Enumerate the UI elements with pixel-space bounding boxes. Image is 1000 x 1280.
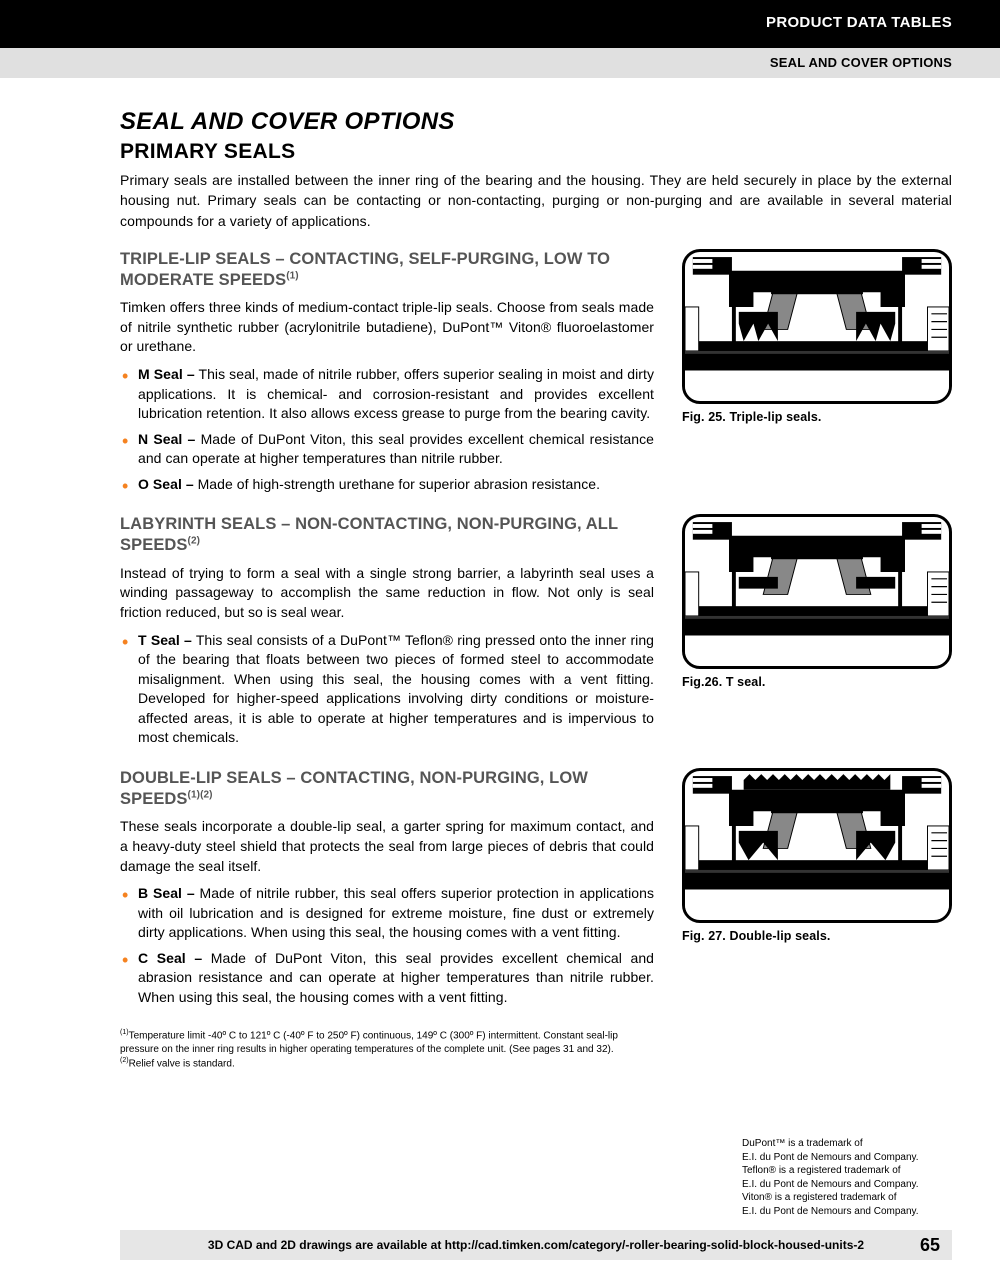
seal-diagram: [682, 768, 952, 923]
section-text-col: DOUBLE-LIP SEALS – CONTACTING, NON-PURGI…: [120, 768, 654, 1014]
header-grey-band: SEAL AND COVER OPTIONS: [0, 48, 1000, 78]
footnote-line: (2)Relief valve is standard.: [120, 1056, 640, 1071]
trademark-line: E.I. du Pont de Nemours and Company.: [742, 1178, 952, 1192]
section-figure-col: Fig.26. T seal.: [682, 514, 952, 754]
figure-caption: Fig. 25. Triple-lip seals.: [682, 410, 952, 424]
trademark-line: E.I. du Pont de Nemours and Company.: [742, 1151, 952, 1165]
figure-caption: Fig.26. T seal.: [682, 675, 952, 689]
trademark-line: Viton® is a registered trademark of: [742, 1191, 952, 1205]
page-content: SEAL AND COVER OPTIONS PRIMARY SEALS Pri…: [120, 108, 952, 1260]
seal-list-item: B Seal – Made of nitrile rubber, this se…: [138, 884, 654, 943]
figure-caption: Fig. 27. Double-lip seals.: [682, 929, 952, 943]
section-figure-col: Fig. 27. Double-lip seals.: [682, 768, 952, 1014]
subtitle: PRIMARY SEALS: [120, 140, 952, 164]
seal-list-item: N Seal – Made of DuPont Viton, this seal…: [138, 430, 654, 469]
footer-bar: 3D CAD and 2D drawings are available at …: [120, 1230, 952, 1260]
footnotes: (1)Temperature limit -40º C to 121º C (-…: [120, 1028, 640, 1071]
seal-list: B Seal – Made of nitrile rubber, this se…: [120, 884, 654, 1008]
footnote-line: (1)Temperature limit -40º C to 121º C (-…: [120, 1028, 640, 1056]
header-band1-text: PRODUCT DATA TABLES: [766, 14, 952, 31]
seal-list-item: M Seal – This seal, made of nitrile rubb…: [138, 365, 654, 424]
header-black-band: PRODUCT DATA TABLES: [0, 0, 1000, 48]
trademark-line: E.I. du Pont de Nemours and Company.: [742, 1205, 952, 1219]
trademark-line: DuPont™ is a trademark of: [742, 1137, 952, 1151]
main-title: SEAL AND COVER OPTIONS: [120, 108, 952, 136]
seal-list: T Seal – This seal consists of a DuPont™…: [120, 631, 654, 749]
section-row: LABYRINTH SEALS – NON-CONTACTING, NON-PU…: [120, 514, 952, 754]
section-heading: TRIPLE-LIP SEALS – CONTACTING, SELF-PURG…: [120, 249, 654, 290]
section-text-col: TRIPLE-LIP SEALS – CONTACTING, SELF-PURG…: [120, 249, 654, 501]
section-paragraph: Timken offers three kinds of medium-cont…: [120, 298, 654, 357]
seal-list: M Seal – This seal, made of nitrile rubb…: [120, 365, 654, 495]
trademark-notice: DuPont™ is a trademark ofE.I. du Pont de…: [742, 1137, 952, 1218]
seal-diagram: [682, 249, 952, 404]
section-paragraph: These seals incorporate a double-lip sea…: [120, 817, 654, 876]
header-band2-text: SEAL AND COVER OPTIONS: [770, 55, 952, 70]
footer-text: 3D CAD and 2D drawings are available at …: [208, 1238, 864, 1252]
section-text-col: LABYRINTH SEALS – NON-CONTACTING, NON-PU…: [120, 514, 654, 754]
section-row: DOUBLE-LIP SEALS – CONTACTING, NON-PURGI…: [120, 768, 952, 1014]
trademark-line: Teflon® is a registered trademark of: [742, 1164, 952, 1178]
seal-list-item: O Seal – Made of high-strength urethane …: [138, 475, 654, 495]
seal-list-item: T Seal – This seal consists of a DuPont™…: [138, 631, 654, 749]
section-heading: LABYRINTH SEALS – NON-CONTACTING, NON-PU…: [120, 514, 654, 555]
intro-paragraph: Primary seals are installed between the …: [120, 170, 952, 231]
page-number: 65: [920, 1230, 940, 1260]
section-row: TRIPLE-LIP SEALS – CONTACTING, SELF-PURG…: [120, 249, 952, 501]
seal-list-item: C Seal – Made of DuPont Viton, this seal…: [138, 949, 654, 1008]
seal-diagram: [682, 514, 952, 669]
section-figure-col: Fig. 25. Triple-lip seals.: [682, 249, 952, 501]
section-paragraph: Instead of trying to form a seal with a …: [120, 564, 654, 623]
section-heading: DOUBLE-LIP SEALS – CONTACTING, NON-PURGI…: [120, 768, 654, 809]
